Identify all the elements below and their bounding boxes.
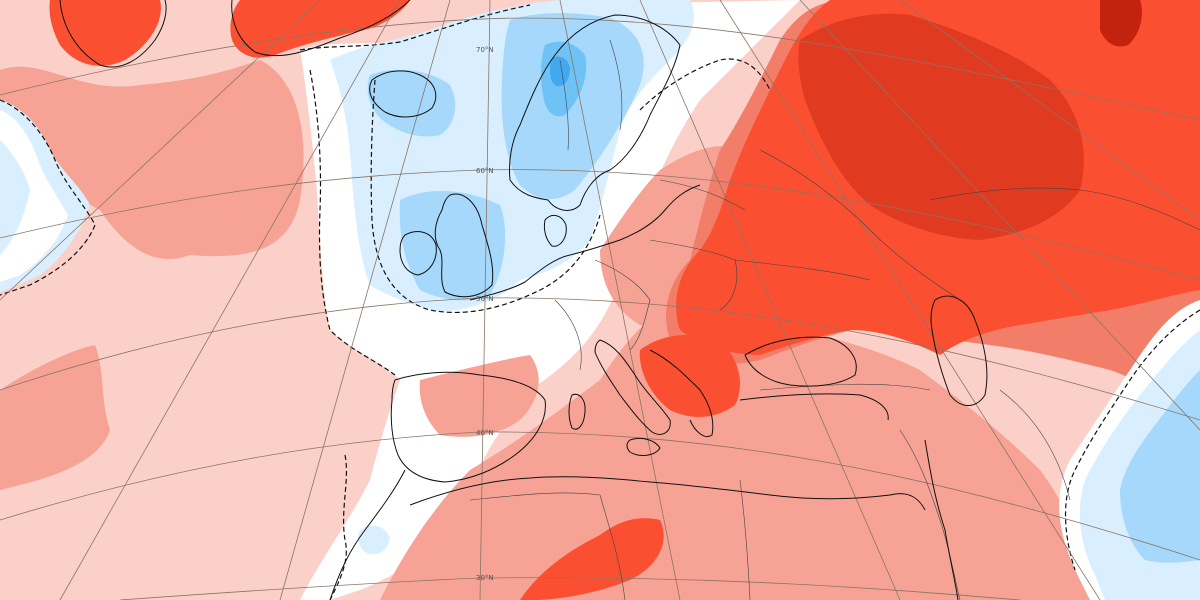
anomaly-region-iberia-east xyxy=(419,355,539,437)
border-north-africa-3 xyxy=(739,479,751,600)
coast-great-britain xyxy=(434,193,494,298)
longitude-line-9 xyxy=(899,0,1200,221)
longitude-line-6 xyxy=(639,0,901,600)
zero-anomaly-contours xyxy=(0,4,1200,600)
border-finland xyxy=(609,39,623,131)
contour-atlantic-inner xyxy=(370,79,601,313)
border-turkey xyxy=(759,383,931,391)
anomaly-region-russia-core xyxy=(798,13,1084,240)
contour-atlantic-west xyxy=(309,69,396,376)
border-kazakhstan xyxy=(929,187,1200,231)
lat-label-70: 70°N xyxy=(476,46,494,54)
anomaly-region-negative-scandinavia xyxy=(501,13,644,200)
anomaly-region-atlantic-west xyxy=(0,60,304,259)
coast-italy xyxy=(594,339,671,435)
latitude-line-30 xyxy=(119,577,1021,600)
longitude-line-1 xyxy=(0,0,321,301)
coast-ireland xyxy=(399,231,437,276)
border-middle-east xyxy=(899,429,961,600)
coast-caspian xyxy=(930,295,988,406)
latitude-line-70 xyxy=(0,17,1200,121)
border-france-east xyxy=(554,299,582,371)
contour-far-west xyxy=(0,99,96,296)
longitude-line-3 xyxy=(279,0,451,600)
anomaly-region-greenland-east xyxy=(230,0,410,58)
latitude-line-40 xyxy=(0,431,1200,561)
lat-label-50: 50°N xyxy=(476,295,494,303)
coast-greenland xyxy=(59,0,167,68)
anomaly-region-negative-uk xyxy=(399,190,506,301)
lat-label-60: 60°N xyxy=(476,167,494,175)
coast-iberia xyxy=(390,371,546,483)
anomaly-region-negative-middle-east-core xyxy=(1120,370,1200,563)
anomaly-region-russia-peak xyxy=(1100,0,1142,47)
coast-greenland-east xyxy=(231,0,411,57)
border-baltic xyxy=(659,179,746,211)
coast-levant xyxy=(924,439,959,600)
latitude-line-50 xyxy=(0,297,1200,421)
border-iran xyxy=(999,389,1071,501)
border-poland xyxy=(649,239,738,311)
anomaly-region-neutral-northwest xyxy=(0,110,68,282)
longitude-line-4 xyxy=(479,0,491,600)
coast-anatolia xyxy=(739,393,889,421)
coast-denmark xyxy=(543,214,567,247)
coast-balkans xyxy=(649,349,714,437)
country-borders xyxy=(469,39,1200,600)
longitude-line-8 xyxy=(799,0,1200,431)
longitude-line-2 xyxy=(59,0,401,600)
border-ukraine xyxy=(734,259,871,281)
contour-east-baltic xyxy=(639,58,771,111)
anomaly-region-negative-northwest-inner xyxy=(0,140,30,255)
coast-north-africa xyxy=(409,476,926,511)
latitude-line-60 xyxy=(0,169,1200,281)
coast-black-sea xyxy=(744,336,857,387)
anomaly-region-sahara-streak xyxy=(520,518,664,600)
coast-morocco xyxy=(329,469,406,600)
coast-sardinia xyxy=(568,393,586,430)
coast-scandinavia xyxy=(509,14,681,211)
border-north-africa-2 xyxy=(599,494,626,600)
anomaly-region-balkans xyxy=(639,334,740,417)
contour-middle-east xyxy=(1064,309,1200,571)
border-germany xyxy=(594,259,651,351)
border-scandinavia xyxy=(559,59,569,151)
anomaly-region-greenland-west xyxy=(49,0,161,66)
border-russia xyxy=(759,149,961,301)
lat-label-40: 40°N xyxy=(476,429,494,437)
coast-iceland xyxy=(369,70,437,118)
anomaly-region-negative-morocco xyxy=(357,525,390,555)
contour-north-atlantic xyxy=(299,4,531,51)
border-north-africa-1 xyxy=(469,492,601,501)
longitude-line-7 xyxy=(719,0,1101,600)
lat-label-30: 30°N xyxy=(476,574,494,582)
longitude-line-5 xyxy=(559,0,681,600)
coast-continent-north xyxy=(469,184,701,301)
anomaly-region-negative-norway-peak xyxy=(549,56,570,87)
coastlines xyxy=(59,0,988,600)
coast-sicily xyxy=(626,437,661,456)
